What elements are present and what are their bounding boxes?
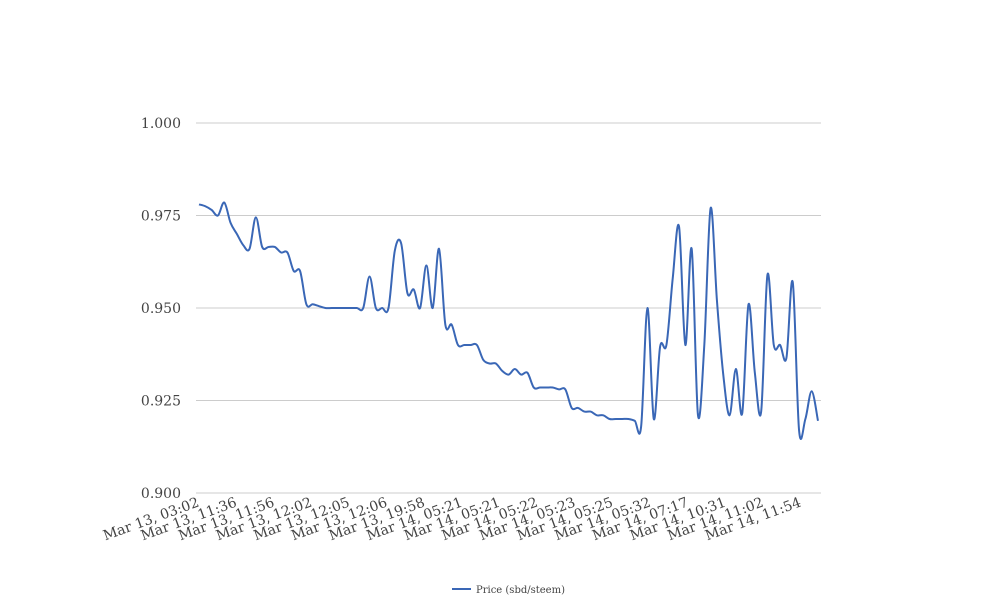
y-tick-label: 0.975 (141, 209, 181, 225)
y-tick-label: 0.950 (141, 301, 181, 317)
y-tick-label: 1.000 (141, 116, 181, 132)
y-axis-tick-labels: 0.900 0.925 0.950 0.975 1.000 (141, 116, 181, 502)
legend-label: Price (sbd/steem) (476, 585, 565, 596)
series-line-price (198, 201, 819, 440)
series-group (198, 201, 819, 440)
legend: Price (sbd/steem) (452, 585, 565, 596)
gridlines (196, 122, 821, 494)
y-tick-label: 0.900 (141, 486, 181, 502)
y-tick-label: 0.925 (141, 394, 181, 410)
